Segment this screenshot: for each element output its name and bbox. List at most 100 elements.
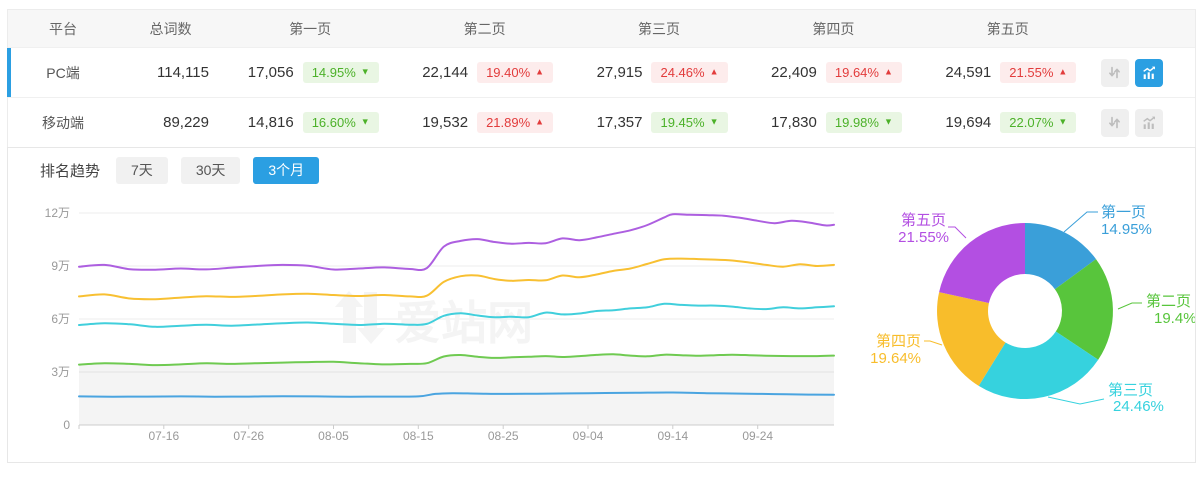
- donut-slice-page1[interactable]: [1025, 223, 1096, 290]
- page-count: 17,056: [247, 64, 294, 81]
- page-cell: 19,532 21.89% ▲: [397, 112, 571, 133]
- trend-chart-button[interactable]: [1134, 58, 1163, 87]
- change-percent: 16.60%: [311, 115, 356, 130]
- column-header: 平台: [49, 20, 77, 37]
- donut-slice-page4[interactable]: [937, 292, 1006, 386]
- x-axis-label: 07-16: [148, 429, 179, 443]
- change-badge: 19.45% ▼: [651, 112, 728, 133]
- donut-percent-page5: 21.55%: [898, 229, 949, 246]
- donut-percent-page3: 24.46%: [1113, 398, 1164, 415]
- trend-line-page1: [78, 391, 835, 398]
- change-percent: 24.46%: [660, 65, 705, 80]
- trend-line-page3: [78, 302, 835, 328]
- donut-label-page2: 第二页: [1146, 292, 1191, 310]
- column-header: 第一页: [289, 20, 332, 37]
- page-count: 17,830: [770, 114, 817, 131]
- arrow-up-icon: ▲: [883, 66, 893, 77]
- ranking-table: 平台 总词数 第一页 第二页 第三页 第四页 第五页 PC端 114,115 17,056 14.9…: [7, 9, 1196, 147]
- arrow-up-icon: ▲: [535, 66, 545, 77]
- page-count: 27,915: [596, 64, 643, 81]
- donut-label-line: [1063, 211, 1098, 233]
- change-percent: 19.40%: [486, 65, 531, 80]
- page-cell: 22,144 19.40% ▲: [397, 62, 571, 83]
- trend-line-page2: [78, 353, 835, 367]
- arrow-down-icon: ▼: [883, 116, 893, 127]
- donut-slice-page5[interactable]: [939, 223, 1025, 303]
- donut-percent-page2: 19.4%: [1154, 310, 1195, 327]
- change-badge: 24.46% ▲: [651, 62, 728, 83]
- trend-chart-icon: [1143, 66, 1155, 79]
- page-count: 14,816: [247, 114, 294, 131]
- page-cell: 22,409 19.64% ▲: [746, 62, 920, 83]
- page-count: 22,144: [422, 64, 469, 81]
- x-axis-label: 07-26: [233, 429, 264, 443]
- trend-line-page5: [78, 213, 835, 272]
- x-axis-label: 08-05: [318, 429, 349, 443]
- page-cell: 19,694 22.07% ▼: [921, 112, 1095, 133]
- tab-3m[interactable]: 3个月: [253, 157, 320, 184]
- total-count: 89,229: [163, 114, 209, 131]
- trend-chart-button[interactable]: [1134, 108, 1163, 137]
- change-percent: 21.55%: [1009, 65, 1054, 80]
- column-header: 第二页: [463, 20, 506, 37]
- trend-chart-icon: [1143, 116, 1155, 129]
- page-cell: 17,830 19.98% ▼: [746, 112, 920, 133]
- change-badge: 16.60% ▼: [302, 112, 379, 133]
- arrow-up-icon: ▲: [709, 66, 719, 77]
- change-badge: 21.55% ▲: [1000, 62, 1077, 83]
- change-badge: 19.64% ▲: [825, 62, 902, 83]
- sort-button[interactable]: [1100, 108, 1129, 137]
- page-cell: 24,591 21.55% ▲: [921, 62, 1095, 83]
- column-header: 第三页: [637, 20, 680, 37]
- table-row[interactable]: 移动端 89,229 14,816 16.60% ▼ 19,532 21.89% ▲ 17,35…: [8, 97, 1195, 147]
- table-header-row: 平台 总词数 第一页 第二页 第三页 第四页 第五页: [8, 10, 1195, 47]
- donut-label-page4: 第四页: [876, 332, 921, 350]
- table-row[interactable]: PC端 114,115 17,056 14.95% ▼ 22,144 19.40% ▲ 27,9…: [7, 47, 1195, 97]
- donut-slice-page3[interactable]: [978, 331, 1099, 400]
- y-axis-label: 9万: [51, 259, 70, 273]
- arrow-down-icon: ▼: [360, 116, 370, 127]
- column-header: 总词数: [149, 20, 192, 37]
- donut-slice-page2[interactable]: [1054, 259, 1113, 360]
- donut-percent-page4: 19.64%: [870, 350, 921, 367]
- change-badge: 14.95% ▼: [302, 62, 379, 83]
- x-axis-label: 09-14: [657, 429, 688, 443]
- y-axis-label: 6万: [51, 312, 70, 326]
- donut-label-line: [924, 340, 943, 346]
- arrow-up-icon: ▲: [1058, 66, 1068, 77]
- change-badge: 22.07% ▼: [1000, 112, 1077, 133]
- change-percent: 19.98%: [834, 115, 879, 130]
- page-cell: 14,816 16.60% ▼: [223, 112, 397, 133]
- trend-panel: 排名趋势 7天 30天 3个月 爱站网 07-16 07-26 08-05 08-15 08-…: [7, 147, 1196, 463]
- donut-percent-page1: 14.95%: [1101, 221, 1152, 238]
- donut-label-page5: 第五页: [901, 211, 946, 229]
- trend-line-page4: [78, 257, 835, 301]
- donut-label-line: [948, 226, 967, 239]
- page-cell: 17,056 14.95% ▼: [223, 62, 397, 83]
- total-count: 114,115: [157, 64, 209, 81]
- trend-title: 排名趋势: [40, 162, 101, 180]
- change-percent: 19.64%: [834, 65, 879, 80]
- tab-30d[interactable]: 30天: [180, 157, 241, 184]
- donut-label-line: [1047, 396, 1105, 405]
- watermark-logo-icon: [335, 291, 363, 343]
- change-badge: 19.98% ▼: [825, 112, 902, 133]
- sort-button[interactable]: [1100, 58, 1129, 87]
- page-count: 17,357: [596, 114, 643, 131]
- y-axis-label: 0: [63, 418, 70, 432]
- column-header: 第五页: [986, 20, 1029, 37]
- page-count: 19,694: [945, 114, 992, 131]
- donut-label-line: [1117, 302, 1142, 310]
- platform-cell: PC端: [46, 64, 80, 81]
- watermark-logo-icon: [357, 292, 385, 344]
- row-actions: [1095, 58, 1195, 87]
- page-count: 22,409: [770, 64, 817, 81]
- x-axis-label: 08-25: [488, 429, 519, 443]
- sort-arrows-icon: [1109, 66, 1121, 79]
- change-percent: 14.95%: [311, 65, 356, 80]
- change-percent: 19.45%: [660, 115, 705, 130]
- sort-arrows-icon: [1109, 116, 1121, 129]
- tab-7d[interactable]: 7天: [116, 157, 168, 184]
- y-axis-label: 3万: [51, 365, 70, 379]
- x-axis-label: 09-24: [742, 429, 773, 443]
